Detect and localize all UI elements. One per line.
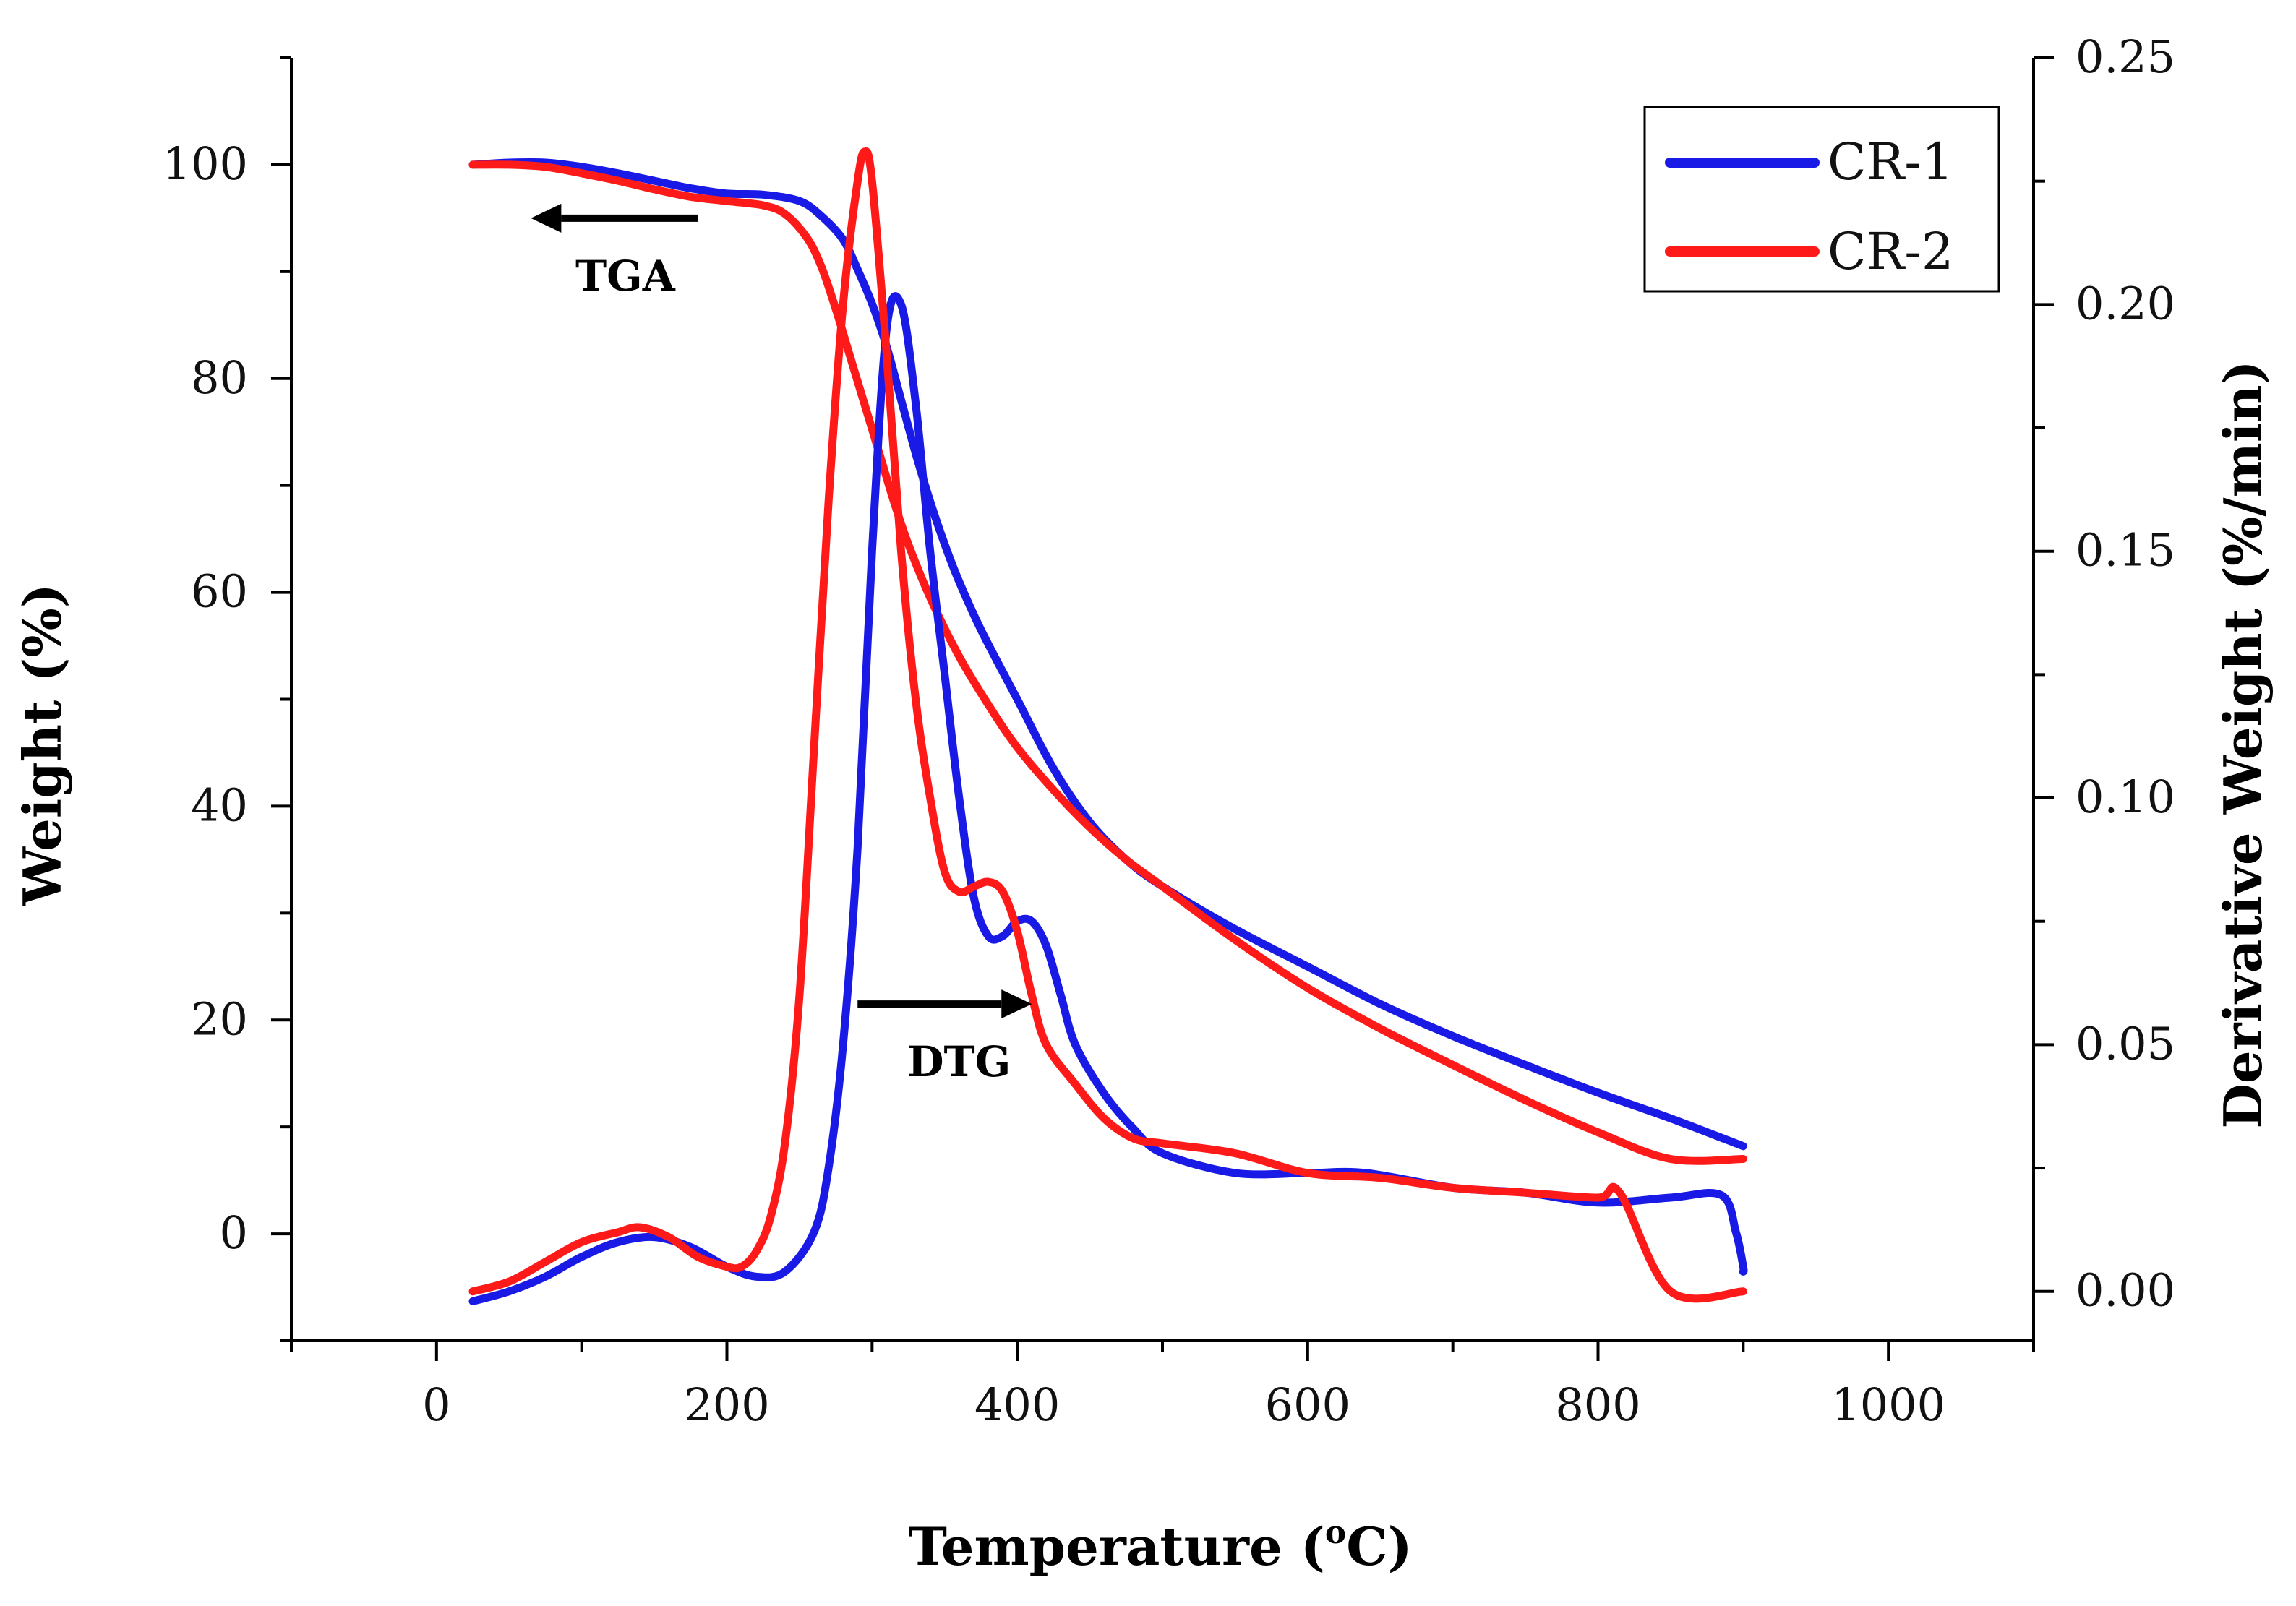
x-tick-label: 800 — [1555, 1378, 1640, 1431]
y-tick-label: 40 — [191, 778, 248, 831]
axes: 0 200 400 600 800 1000 0 20 40 60 80 100 0.00 0.05 0.1… — [163, 30, 2175, 1431]
y-tick-label: 80 — [191, 351, 248, 404]
x-axis-title-end: C) — [1346, 1516, 1412, 1577]
y-axis-title-left: Weight (%) — [12, 583, 73, 906]
y-axis-title-right: Derivative Weight (%/min) — [2212, 360, 2274, 1128]
series-tga-cr-2 — [468, 160, 1747, 1165]
x-axis-title-superscript: o — [1325, 1514, 1346, 1551]
series-layer — [468, 147, 1748, 1305]
arrow-dtg-head — [1001, 989, 1032, 1019]
series-dtg-cr-1 — [468, 292, 1748, 1305]
x-tick-label: 1000 — [1831, 1378, 1945, 1431]
annotation-dtg: DTG — [907, 1037, 1011, 1086]
arrow-tga-head — [531, 203, 562, 233]
annotations: TGA DTG — [531, 203, 1032, 1086]
annotation-tga: TGA — [575, 252, 676, 301]
x-tick-label: 200 — [684, 1378, 769, 1431]
y2-tick-label: 0.20 — [2076, 277, 2175, 330]
y2-tick-label: 0.25 — [2076, 30, 2175, 83]
legend: CR-1 CR-2 — [1643, 106, 2000, 293]
y-tick-label: 60 — [191, 565, 248, 618]
y-tick-label: 100 — [163, 137, 248, 190]
x-tick-label: 400 — [974, 1378, 1060, 1431]
series-tga-cr-1 — [468, 158, 1747, 1151]
legend-label-cr-2: CR-2 — [1828, 222, 1953, 281]
series-dtg-cr-2 — [468, 147, 1747, 1303]
y2-tick-label: 0.00 — [2076, 1264, 2175, 1317]
y2-tick-label: 0.10 — [2076, 770, 2175, 823]
x-axis-title: Temperature (oC) — [908, 1514, 1412, 1577]
x-tick-label: 0 — [422, 1378, 450, 1431]
y2-tick-label: 0.05 — [2076, 1017, 2175, 1070]
y-tick-label: 20 — [191, 992, 248, 1045]
y2-tick-label: 0.15 — [2076, 524, 2175, 577]
legend-label-cr-1: CR-1 — [1828, 132, 1953, 192]
x-axis-title-main: Temperature ( — [908, 1516, 1325, 1577]
legend-box — [1643, 106, 2000, 293]
y-tick-label: 0 — [220, 1206, 248, 1259]
x-tick-label: 600 — [1265, 1378, 1350, 1431]
